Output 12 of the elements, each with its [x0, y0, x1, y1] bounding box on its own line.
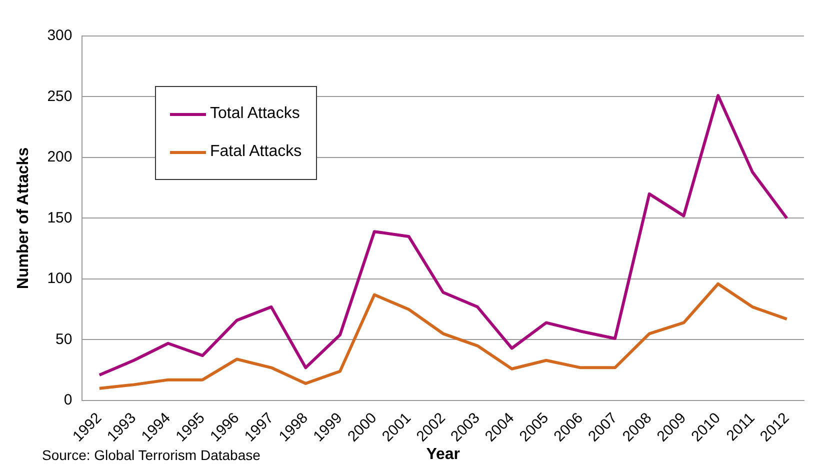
y-tick-label: 50 — [56, 330, 72, 348]
y-tick-label: 100 — [47, 270, 72, 288]
y-tick-label: 200 — [47, 148, 72, 166]
y-tick-label: 300 — [47, 27, 72, 44]
legend-label: Total Attacks — [210, 105, 300, 123]
legend-label: Fatal Attacks — [210, 143, 302, 161]
y-tick-label: 0 — [64, 392, 72, 409]
y-tick-label: 250 — [47, 88, 72, 105]
y-tick-label: 150 — [47, 209, 72, 226]
y-axis-title: Number of Attacks — [15, 147, 32, 290]
source-note: Source: Global Terrorism Database — [42, 447, 260, 463]
x-axis-title: Year — [426, 446, 460, 463]
